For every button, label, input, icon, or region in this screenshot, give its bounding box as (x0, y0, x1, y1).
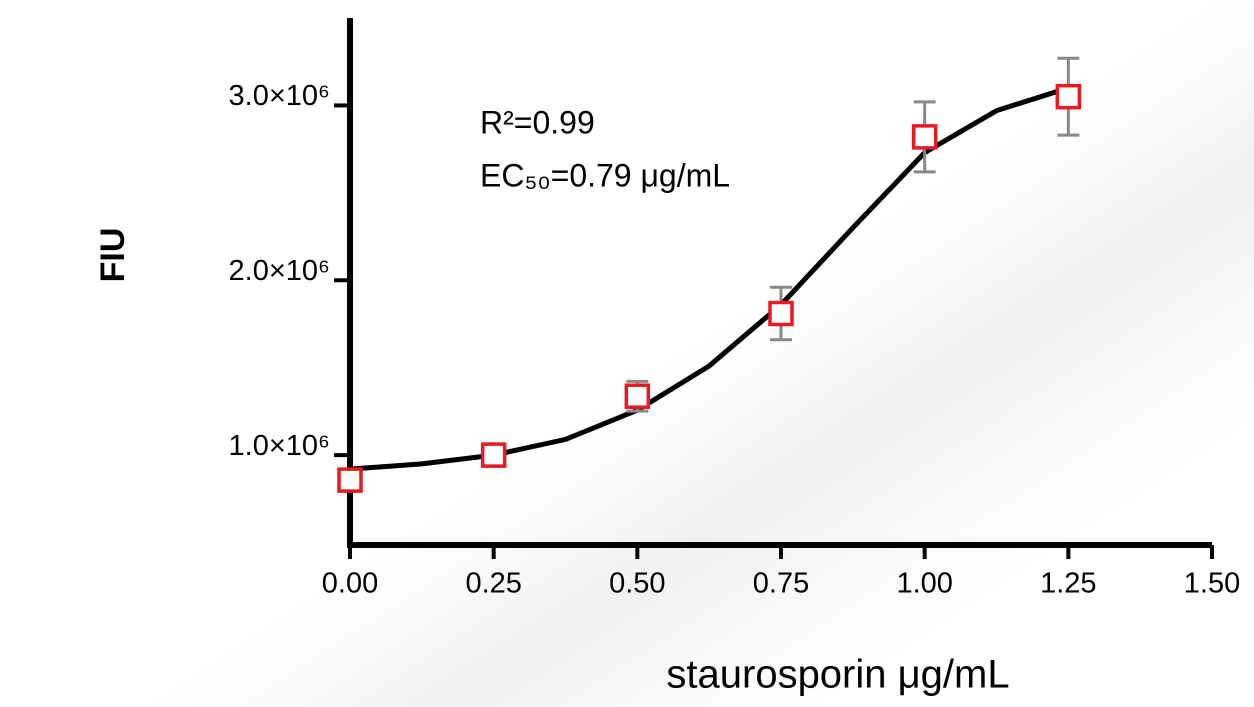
marker (480, 442, 507, 468)
marker (911, 124, 938, 150)
x-tick-label: 0.75 (753, 568, 809, 600)
marker (768, 300, 794, 327)
y-tick-label: 1.0×10⁶ (229, 430, 330, 462)
marker (337, 467, 363, 493)
x-tick-label: 1.00 (896, 568, 952, 600)
x-tick-label: 1.50 (1184, 568, 1240, 600)
x-tick-label: 0.25 (465, 568, 521, 600)
annotation: EC₅₀=0.79 μg/mL (480, 157, 730, 193)
y-tick-label: 2.0×10⁶ (229, 255, 330, 287)
x-tick-label: 0.50 (609, 568, 665, 600)
annotation: R²=0.99 (480, 104, 595, 140)
marker (624, 383, 651, 409)
x-axis-label: staurosporin μg/mL (666, 653, 1009, 697)
x-tick-label: 0.00 (322, 568, 378, 600)
y-tick-label: 3.0×10⁶ (229, 80, 330, 112)
x-tick-label: 1.25 (1040, 568, 1096, 600)
y-axis-label: FIU (94, 228, 132, 283)
marker (1055, 83, 1082, 110)
fit-curve (349, 85, 1070, 472)
